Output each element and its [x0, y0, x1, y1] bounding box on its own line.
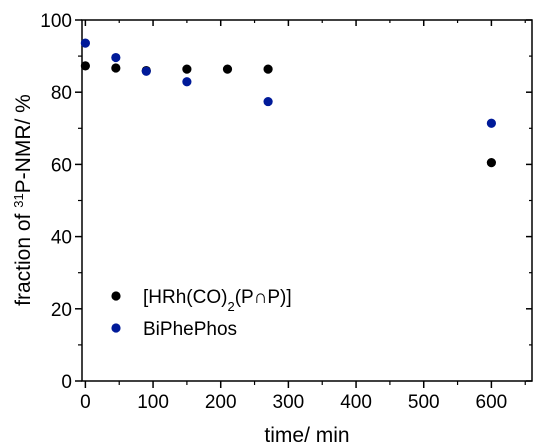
- data-point-series-1: [222, 64, 233, 74]
- y-tick-label: 60: [51, 155, 72, 176]
- y-axis-title-superscript: 31: [11, 193, 26, 207]
- data-point-series-1: [182, 64, 192, 74]
- x-tick-label: 100: [137, 392, 169, 413]
- data-point-series-1: [111, 63, 121, 73]
- y-tick-label: 100: [40, 11, 72, 32]
- y-tick-label: 80: [51, 83, 72, 104]
- data-point-series-2: [80, 38, 90, 48]
- data-point-series-1: [486, 157, 496, 168]
- x-tick-label: 200: [205, 392, 237, 413]
- data-point-series-2: [486, 118, 496, 128]
- data-point-series-1: [263, 64, 273, 74]
- legend-marker-series-2: [111, 323, 121, 333]
- data-point-series-2: [263, 96, 273, 107]
- data-point-series-2: [141, 66, 151, 76]
- legend-label-series-1: [HRh(CO)2(P∩P)]: [143, 287, 292, 314]
- x-axis-title: time/ min: [264, 424, 349, 446]
- y-tick-label: 20: [51, 300, 72, 321]
- data-point-series-1: [80, 61, 90, 71]
- y-tick-label: 0: [61, 372, 72, 393]
- x-tick-label: 0: [80, 392, 91, 413]
- legend-label-series-2: BiPhePhos: [143, 319, 237, 340]
- x-tick-label: 400: [340, 392, 372, 413]
- y-tick-labels: 0 20 40 60 80 100: [40, 11, 72, 393]
- data-point-series-2: [182, 77, 192, 87]
- x-tick-label: 600: [476, 392, 508, 413]
- data-points: [80, 38, 496, 168]
- legend-marker-series-1: [111, 291, 121, 301]
- x-tick-label: 500: [408, 392, 440, 413]
- x-tick-label: 300: [273, 392, 305, 413]
- axis-ticks: [75, 19, 532, 388]
- data-point-series-2: [111, 52, 121, 63]
- legend: [HRh(CO)2(P∩P)] BiPhePhos: [111, 287, 292, 340]
- y-tick-label: 40: [51, 228, 72, 249]
- x-tick-labels: 0 100 200 300 400 500 600: [80, 392, 507, 413]
- y-axis-title: fraction of 31P-NMR/ %: [11, 94, 36, 306]
